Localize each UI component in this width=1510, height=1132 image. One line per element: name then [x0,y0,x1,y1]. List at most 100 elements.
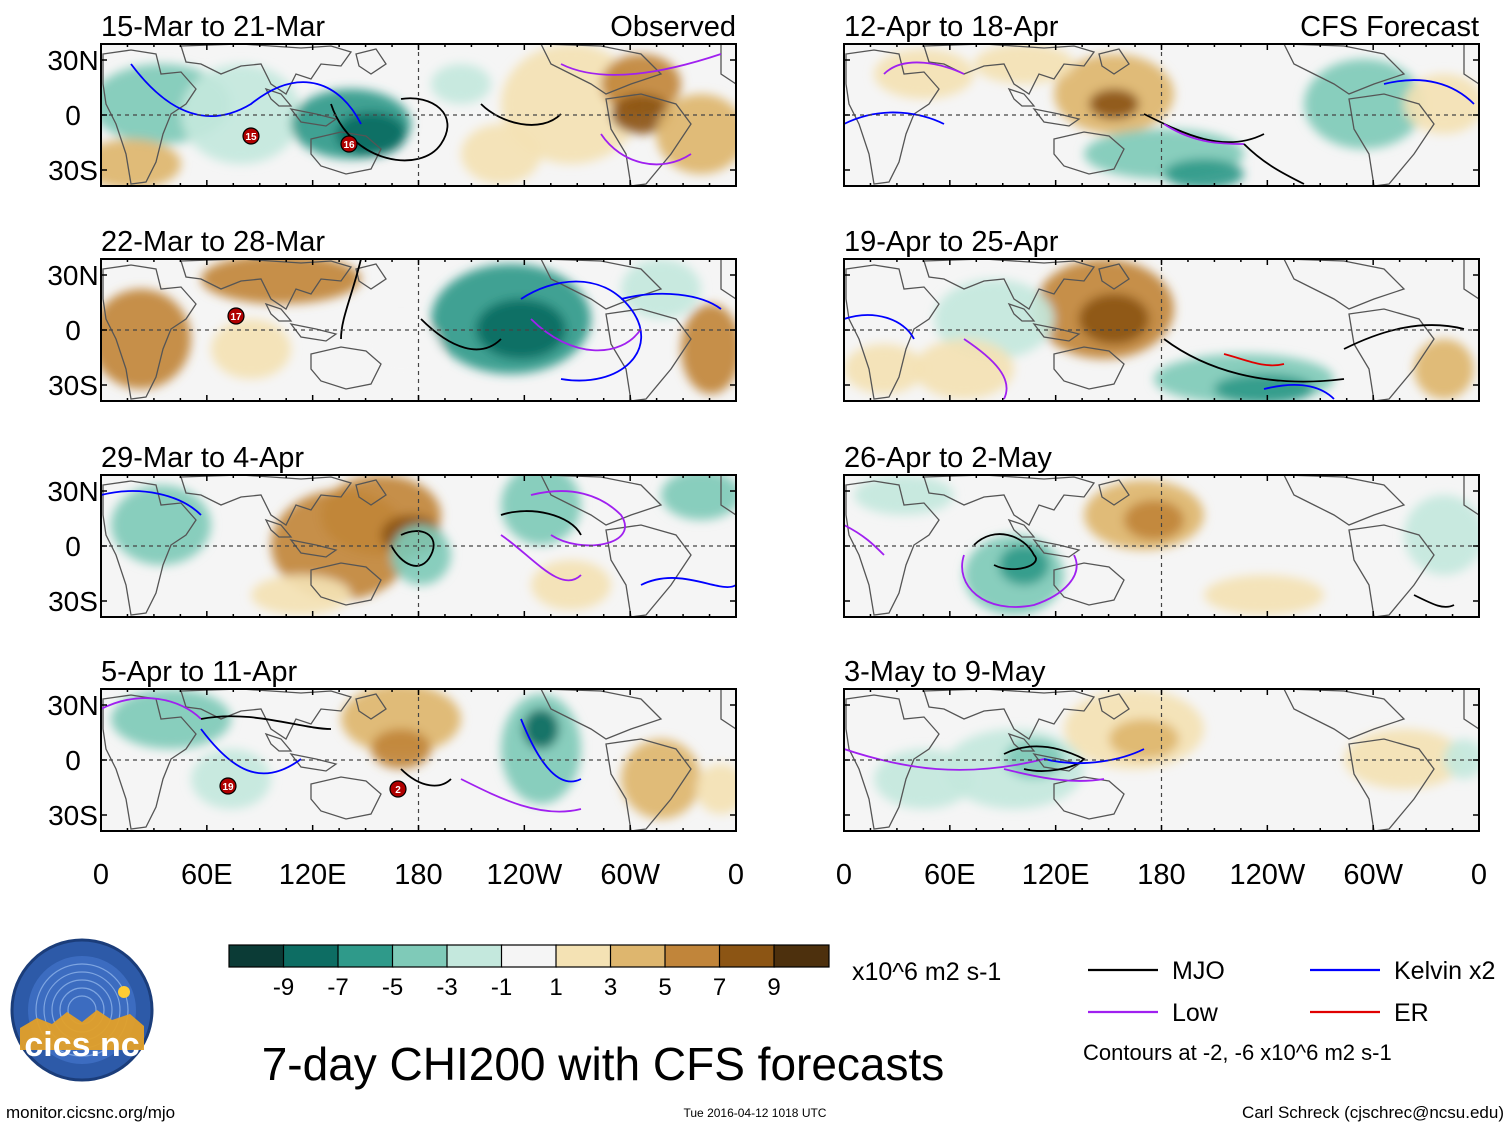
colorbar-tick-label: 9 [767,974,780,1001]
continent-outlines [845,475,1479,617]
colorbar-bin [718,944,776,968]
storm-label: 16 [343,140,355,151]
map-panel-p6: 19-Apr to 25-Apr [843,226,1480,402]
lon-label: 60W [600,859,660,891]
panel-title: 22-Mar to 28-Mar [101,226,325,258]
legend-note: Contours at -2, -6 x10^6 m2 s-1 [1083,1040,1392,1065]
panel-title: 3-May to 9-May [844,656,1046,688]
lon-label: 180 [1137,859,1185,891]
storm-label: 15 [245,132,257,143]
storm-marker: 16 [340,135,358,153]
colorbar-bin [446,944,503,968]
colorbar-bin [391,944,449,968]
lat-label: 0 [65,315,81,346]
lon-label: 0 [836,859,852,891]
legend-label-er: ER [1394,999,1429,1027]
contour-lines [844,61,1475,185]
continent-outlines [102,259,736,401]
lat-label: 30S [48,800,98,831]
colorbar-bin [609,944,667,968]
legend-label-kelvin: Kelvin x2 [1394,957,1495,985]
storm-marker: 17 [227,307,245,325]
map-panel-p7: 26-Apr to 2-May [843,442,1480,618]
continent-outlines [845,689,1479,831]
panel-title: 26-Apr to 2-May [844,442,1052,474]
continent-outlines [102,689,736,831]
colorbar-bin [555,944,612,968]
colorbar: -9 -7 -5 -3 -1 1 3 5 7 9 [228,944,830,1001]
storm-marker: 15 [242,127,260,145]
footer-right: Carl Schreck (cjschrec@ncsu.edu) [1242,1103,1504,1122]
main-title: 7-day CHI200 with CFS forecasts [262,1038,945,1090]
storm-label: 19 [222,782,234,793]
colorbar-tick-label: -1 [491,974,512,1001]
colorbar-tick-label: 5 [658,974,671,1001]
panel-ticks [100,689,737,831]
lon-label: 120W [486,859,562,891]
lon-label: 0 [1471,859,1487,891]
continent-outlines [102,475,736,617]
panel-ticks [843,475,1480,617]
lat-label: 30S [48,586,98,617]
lat-label: 30N [47,45,98,76]
continent-outlines [845,44,1479,186]
panel-ticks [843,44,1480,186]
anomaly-shading [111,689,736,819]
colorbar-bin [664,944,721,968]
map-panel-p1: 15 16 15-Mar to 21-Mar Observed 30N 0 30S [47,11,737,187]
panel-label: Observed [610,11,736,43]
storm-label: 2 [395,785,401,796]
lon-label: 60E [924,859,976,891]
colorbar-bin [282,944,340,968]
footer-left: monitor.cicsnc.org/mjo [6,1103,175,1122]
panel-ticks [843,259,1480,401]
panel-title: 12-Apr to 18-Apr [844,11,1059,43]
colorbar-units: x10^6 m2 s-1 [852,958,1001,986]
panel-ticks [100,259,737,401]
colorbar-bin [228,944,285,968]
lon-label: 60W [1343,859,1403,891]
contour-lines [340,259,722,382]
contour-lines [101,490,736,588]
panel-ticks [100,44,737,186]
cics-logo: cics.nc [10,938,154,1082]
map-panel-p8: 3-May to 9-May [843,656,1480,832]
storm-marker: 19 [219,777,237,795]
contour-lines [101,697,582,813]
contour-lines [844,524,1455,608]
colorbar-tick-label: -3 [436,974,457,1001]
lon-label: 0 [728,859,744,891]
lon-label: 120W [1229,859,1305,891]
continent-outlines [102,44,736,186]
lon-label: 120E [1022,859,1090,891]
storm-label: 17 [230,312,242,323]
panel-ticks [100,475,737,617]
longitude-axis-left: 0 60E 120E 180 120W 60W 0 [93,859,744,891]
lat-label: 30N [47,690,98,721]
storm-marker: 2 [389,780,407,798]
contour-lines [844,745,1145,782]
lat-label: 30S [48,370,98,401]
lat-label: 30N [47,476,98,507]
lat-label: 30S [48,155,98,186]
panel-title: 5-Apr to 11-Apr [101,656,297,688]
panel-ticks [843,689,1480,831]
lon-label: 120E [279,859,347,891]
lat-label: 30N [47,260,98,291]
anomaly-shading [874,44,1479,186]
lon-label: 0 [93,859,109,891]
longitude-axis-right: 0 60E 120E 180 120W 60W 0 [836,859,1487,891]
panel-label: CFS Forecast [1300,11,1479,43]
lon-label: 60E [181,859,233,891]
legend-label-low: Low [1172,999,1219,1027]
footer-center: Tue 2016-04-12 1018 UTC [684,1106,827,1120]
anomaly-shading [111,475,736,615]
contour-legend: MJO Kelvin x2 Low ER [1088,957,1495,1027]
lat-label: 0 [65,745,81,776]
lon-label: 180 [394,859,442,891]
anomaly-shading [854,475,1479,615]
panel-title: 29-Mar to 4-Apr [101,442,304,474]
